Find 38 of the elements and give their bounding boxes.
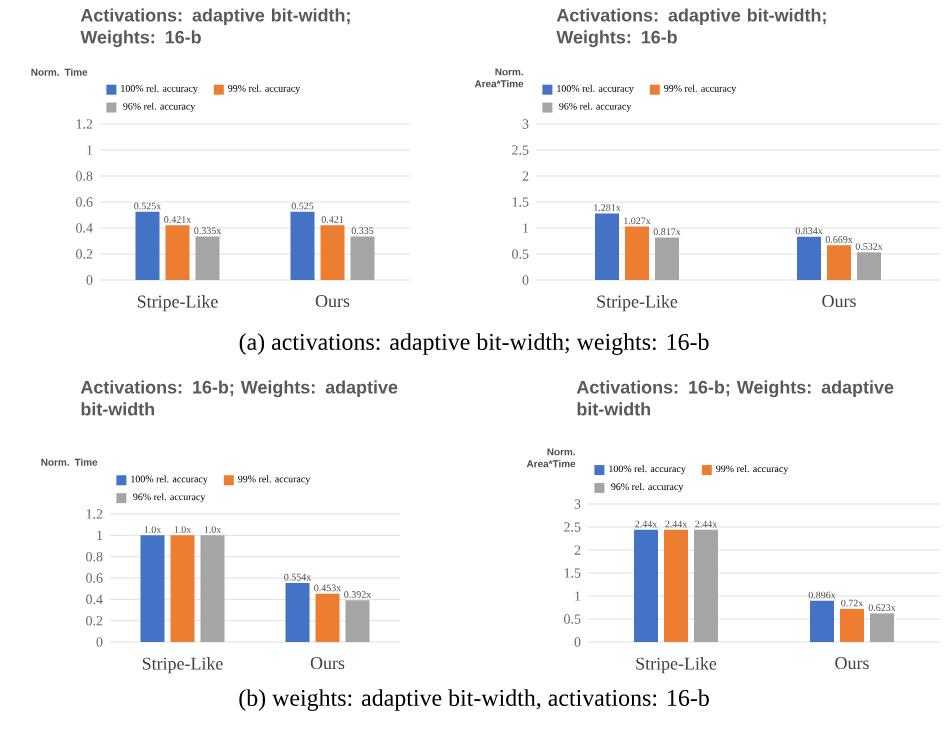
bar: [140, 535, 165, 643]
bar: [135, 211, 160, 281]
x-tick-label: Ours: [835, 657, 869, 670]
x-tick-label: Stripe-Like: [142, 657, 223, 674]
text: (a) activations: adaptive bit-width; weights: 16-b: [239, 333, 709, 355]
bar: [625, 226, 650, 281]
x-tick-label: Ours: [310, 657, 345, 670]
bar: [320, 225, 345, 281]
bar: [315, 593, 340, 643]
bar: [345, 600, 370, 643]
chart-title: Activations: 16-b; Weights: adaptive bit-width: [576, 380, 894, 416]
chart-title: Activations: adaptive bit-width; Weights: 16-b: [556, 8, 826, 48]
bar: [350, 236, 375, 281]
x-tick-label: Ours: [315, 295, 350, 308]
bar: [634, 529, 659, 643]
bar: [810, 600, 835, 643]
bar: [870, 613, 895, 643]
bar: [857, 252, 882, 281]
bar: [840, 608, 865, 643]
chart-title: Activations: adaptive bit-width; Weights: 16-b: [80, 8, 350, 48]
bar: [694, 529, 719, 643]
bar: [595, 213, 620, 281]
x-tick-label: Ours: [822, 295, 856, 308]
x-tick-label: Stripe-Like: [137, 295, 218, 312]
bar: [200, 535, 225, 643]
bar: [195, 236, 220, 281]
bar: [285, 582, 310, 643]
bar: [170, 535, 195, 643]
chart-title: Activations: 16-b; Weights: adaptive bit-width: [80, 380, 398, 416]
bar: [827, 245, 852, 281]
bar: [797, 236, 822, 281]
bar: [655, 237, 680, 281]
bar: [290, 211, 315, 281]
x-tick-label: Stripe-Like: [597, 295, 678, 312]
x-tick-label: Stripe-Like: [636, 657, 717, 674]
text: (b) weights: adaptive bit-width, activations: 16-b: [239, 689, 709, 711]
bar: [664, 529, 689, 643]
bar: [165, 225, 190, 281]
